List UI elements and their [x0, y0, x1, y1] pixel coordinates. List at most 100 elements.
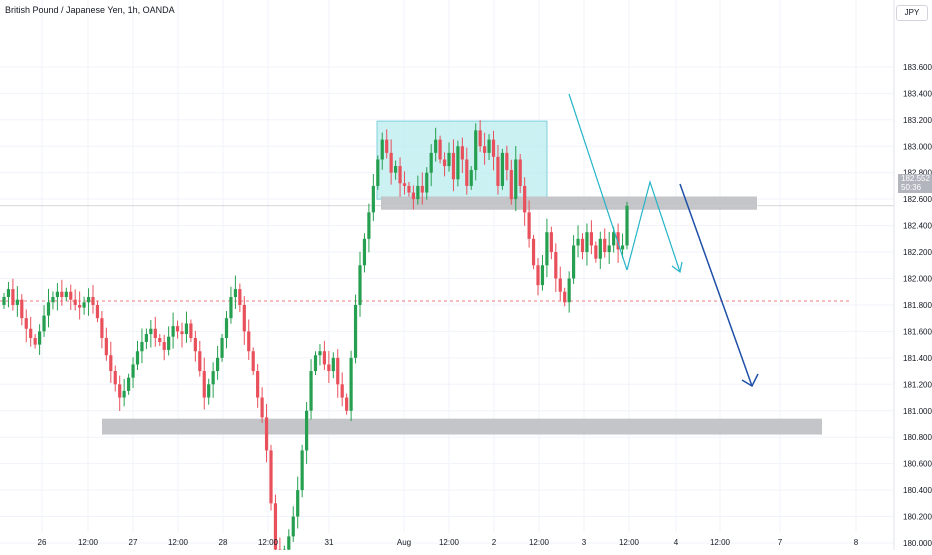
candle-body: [167, 337, 170, 350]
candle-body: [105, 338, 108, 355]
candle-body: [563, 292, 566, 303]
candle-body: [363, 239, 366, 265]
candle-body: [554, 252, 557, 278]
candle-body: [532, 239, 535, 265]
candle-body: [145, 334, 148, 342]
candle-body: [594, 245, 597, 258]
candle-body: [358, 265, 361, 305]
candle-body: [550, 232, 553, 252]
candle-body: [447, 153, 450, 166]
candle-body: [51, 297, 54, 302]
candle-body: [74, 300, 77, 305]
candle-body: [496, 157, 499, 186]
candle-body: [608, 245, 611, 252]
candle-body: [625, 206, 628, 246]
candle-body: [154, 329, 157, 338]
candle-body: [527, 212, 530, 238]
candle-body: [568, 279, 571, 303]
candle-body: [572, 245, 575, 278]
candle-body: [438, 140, 441, 160]
projection-arrows: [569, 94, 758, 386]
candle-body: [390, 153, 393, 173]
x-tick-label: 4: [674, 538, 679, 547]
candle-body: [114, 371, 117, 384]
chart-title: British Pound / Japanese Yen, 1h, OANDA: [5, 5, 175, 15]
candle-body: [78, 305, 81, 308]
candle-body: [585, 232, 588, 252]
candle-body: [87, 297, 90, 302]
candle-body: [461, 146, 464, 159]
candle-body: [514, 159, 517, 199]
x-tick-label: 28: [219, 538, 228, 547]
candle-body: [403, 183, 406, 186]
candle-body: [430, 153, 433, 173]
x-tick-label: 12:00: [529, 538, 550, 547]
candle-body: [60, 292, 63, 297]
resistance-zone: [381, 197, 757, 210]
candle-body: [510, 170, 513, 199]
candle-body: [16, 300, 19, 305]
candle-body: [176, 326, 179, 331]
candle-body: [25, 318, 28, 329]
candle-body: [412, 193, 415, 200]
candle-body: [220, 338, 223, 358]
candle-body: [216, 358, 219, 371]
levels: [0, 206, 894, 301]
candle-body: [158, 338, 161, 342]
y-tick-label: 182.600: [903, 195, 932, 204]
current-price-value: 182.552: [901, 174, 932, 183]
candle-body: [545, 232, 548, 265]
candle-body: [425, 173, 428, 193]
candle-body: [465, 159, 468, 185]
candle-body: [492, 140, 495, 157]
candle-body: [229, 297, 232, 318]
candle-body: [470, 170, 473, 186]
x-tick-label: 3: [582, 538, 587, 547]
y-tick-label: 181.000: [903, 407, 932, 416]
candle-body: [590, 232, 593, 245]
blue-projection-line: [680, 184, 752, 386]
candle-body: [421, 186, 424, 193]
candle-body: [394, 166, 397, 173]
candle-body: [581, 239, 584, 252]
x-tick-label: 12:00: [710, 538, 731, 547]
candle-body: [109, 355, 112, 371]
candle-body: [434, 140, 437, 153]
candle-body: [523, 186, 526, 212]
candle-body: [189, 323, 192, 338]
y-tick-label: 180.200: [903, 513, 932, 522]
candle-body: [336, 358, 339, 384]
grid-lines: [0, 0, 893, 543]
candle-body: [603, 239, 606, 252]
candle-body: [256, 371, 259, 397]
candle-body: [225, 318, 228, 338]
y-tick-label: 183.400: [903, 89, 932, 98]
candle-body: [123, 391, 126, 398]
x-tick-label: 2: [492, 538, 497, 547]
x-tick-label: 8: [854, 538, 859, 547]
candle-body: [301, 450, 304, 490]
candle-body: [56, 292, 59, 297]
candle-body: [416, 186, 419, 199]
candle-body: [38, 331, 41, 344]
candle-body: [96, 305, 99, 318]
candle-body: [91, 297, 94, 305]
price-axis[interactable]: 183.600183.400183.200183.000182.800182.6…: [894, 0, 932, 550]
candle-body: [314, 355, 317, 371]
x-tick-label: 31: [325, 538, 334, 547]
candle-body: [599, 239, 602, 259]
currency-badge[interactable]: JPY: [896, 5, 928, 21]
candle-body: [536, 265, 539, 285]
candle-body: [479, 130, 482, 146]
candle-body: [474, 130, 477, 170]
candle-body: [483, 146, 486, 153]
y-tick-label: 183.000: [903, 142, 932, 151]
candle-body: [296, 490, 299, 516]
candle-body: [376, 159, 379, 185]
candle-body: [576, 239, 579, 246]
candle-body: [238, 289, 241, 305]
x-tick-label: 12:00: [168, 538, 189, 547]
candle-body: [243, 305, 246, 331]
